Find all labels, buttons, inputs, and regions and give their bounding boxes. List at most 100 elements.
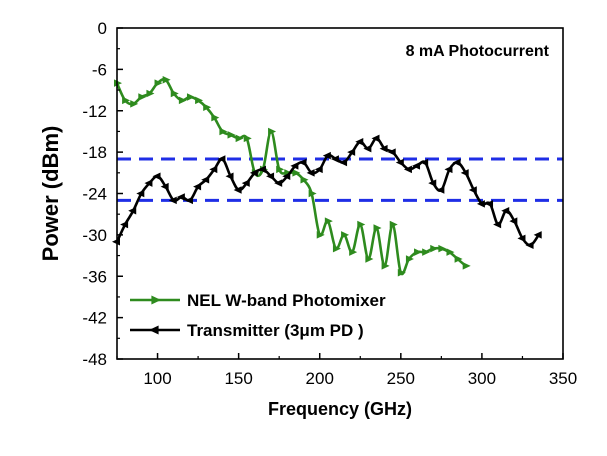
- legend-label-1: Transmitter (3μm PD ): [187, 321, 364, 340]
- series-1-point: [274, 179, 283, 187]
- series-1-point: [120, 220, 129, 229]
- series-0-point: [389, 220, 398, 229]
- series-1-point: [184, 196, 193, 205]
- series-1-point: [290, 162, 299, 170]
- y-tick-label-3: -18: [82, 143, 107, 162]
- series-0-point: [308, 189, 317, 198]
- series-1-point: [249, 169, 258, 177]
- series-1-point: [420, 158, 429, 167]
- series-0-point: [154, 79, 163, 87]
- series-0-point: [243, 134, 252, 143]
- y-tick-label-0: 0: [98, 19, 107, 38]
- y-tick-label-7: -42: [82, 309, 107, 328]
- series-0-point: [324, 217, 333, 225]
- y-tick-label-1: -6: [92, 60, 107, 79]
- series-0-point: [186, 93, 195, 101]
- series-0-point: [276, 165, 285, 174]
- series-0-point: [430, 244, 439, 253]
- series-0-point: [381, 262, 390, 270]
- series-0-point: [235, 134, 244, 143]
- x-tick-label-5: 350: [549, 369, 577, 388]
- series-1-point: [339, 158, 348, 167]
- series-0-point: [162, 75, 171, 84]
- x-tick-label-3: 250: [387, 369, 415, 388]
- series-0-point: [365, 255, 374, 263]
- series-0-point: [292, 169, 301, 177]
- series-0-point: [195, 96, 204, 105]
- series-line-0: [115, 77, 467, 276]
- legend-entry-0: NEL W-band Photomixer: [130, 291, 386, 310]
- series-1-point: [322, 151, 331, 160]
- y-tick-label-5: -30: [82, 226, 107, 245]
- series-0-point: [211, 113, 220, 122]
- legend-marker-0: [151, 295, 161, 305]
- series-1-point: [176, 193, 185, 201]
- series-0-point: [300, 175, 309, 184]
- series-1-point: [355, 138, 364, 146]
- axis-ticks: 100 150 200 250 300 350 0 -6 -12 -18 -24 -30 -36 -42 -…: [82, 19, 577, 388]
- series-0-point: [130, 100, 139, 108]
- series-1-point: [282, 172, 291, 181]
- series-1-point: [403, 165, 412, 174]
- series-0-point: [373, 224, 382, 232]
- y-tick-label-2: -12: [82, 102, 107, 121]
- series-1-point: [144, 179, 153, 187]
- series-1-point: [412, 162, 421, 170]
- series-1-point: [476, 200, 485, 208]
- series-1-point: [112, 238, 120, 246]
- series-0-point: [219, 127, 228, 136]
- x-tick-label-1: 150: [224, 369, 252, 388]
- series-1-point: [233, 186, 242, 194]
- legend-entry-1: Transmitter (3μm PD ): [130, 321, 364, 340]
- series-1-point: [217, 155, 226, 163]
- series-0-point: [446, 248, 455, 256]
- series-0-point: [138, 93, 147, 101]
- series-0-point: [203, 103, 212, 112]
- series-0-point: [341, 231, 350, 239]
- x-tick-label-2: 200: [306, 369, 334, 388]
- series-1-point: [257, 165, 266, 174]
- series-1-point: [468, 186, 477, 194]
- series-1-point: [525, 241, 534, 249]
- series-0-point: [178, 96, 187, 105]
- series-0-point: [397, 269, 406, 277]
- y-axis-label: Power (dBm): [38, 126, 63, 262]
- series-0-point: [357, 220, 366, 229]
- series-1-point: [330, 155, 339, 163]
- series-0-point: [422, 248, 431, 256]
- series-0-point: [227, 131, 236, 139]
- series-1-point: [241, 179, 250, 187]
- y-tick-label-6: -36: [82, 267, 107, 286]
- x-tick-label-4: 300: [468, 369, 496, 388]
- series-0-point: [170, 89, 179, 98]
- legend-marker-1: [149, 325, 159, 335]
- series-1-point: [533, 231, 542, 239]
- series-1-point: [314, 165, 323, 174]
- series-1-point: [128, 206, 137, 215]
- annotation-text: 8 mA Photocurrent: [406, 43, 550, 60]
- series-0-point: [316, 231, 325, 239]
- series-1-point: [347, 148, 356, 156]
- series-1-point: [395, 158, 404, 167]
- series-1-point: [168, 196, 177, 205]
- series-1-point: [509, 217, 518, 225]
- series-0-point: [114, 79, 122, 87]
- series-1-point: [379, 144, 388, 153]
- series-1-point: [517, 234, 526, 243]
- series-1-point: [160, 182, 169, 191]
- series-1-point: [193, 182, 202, 191]
- series-1-point: [485, 200, 494, 208]
- series-0-point: [414, 248, 423, 256]
- series-1-point: [306, 169, 315, 177]
- series-1-point: [436, 186, 445, 194]
- series-0-point: [268, 127, 277, 136]
- series-1-point: [201, 175, 210, 184]
- series-1: [112, 134, 542, 249]
- series-1-point: [444, 165, 453, 174]
- series-0-point: [122, 96, 131, 105]
- series-1-point: [460, 169, 469, 177]
- y-tick-label-4: -24: [82, 185, 107, 204]
- y-tick-label-8: -48: [82, 350, 107, 369]
- series-0: [114, 75, 471, 277]
- series-1-point: [387, 148, 396, 156]
